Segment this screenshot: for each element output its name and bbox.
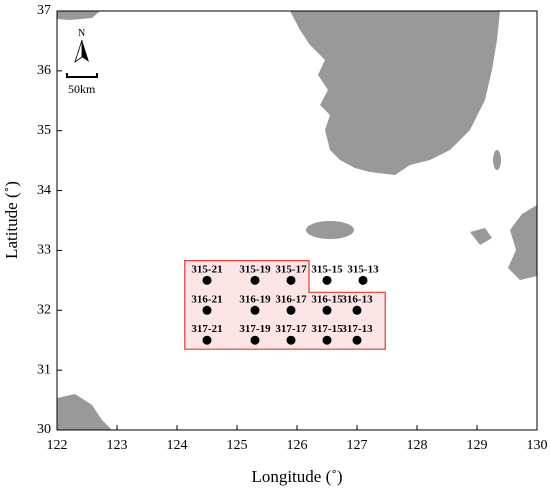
x-tick-label: 122: [47, 438, 68, 453]
y-tick-label: 30: [37, 422, 51, 437]
station: [322, 335, 332, 345]
jeju: [306, 221, 354, 239]
korea: [290, 11, 500, 175]
station: [352, 335, 362, 345]
arrow-left: [74, 39, 83, 64]
station: [286, 335, 296, 345]
station-label: 315-19: [239, 263, 271, 275]
station-label: 315-17: [275, 263, 307, 275]
y-tick-label: 33: [37, 243, 51, 258]
x-axis-title: Longitude (˚): [251, 467, 342, 486]
station-label: 316-19: [239, 293, 271, 305]
y-tick-label: 32: [37, 303, 51, 318]
station: [352, 305, 362, 315]
station: [286, 305, 296, 315]
y-tick-label: 35: [37, 123, 51, 138]
kyushu: [508, 205, 537, 280]
station-label: 315-21: [191, 263, 222, 275]
station-label: 315-15: [311, 263, 343, 275]
station: [202, 275, 212, 285]
station-label: 317-15: [311, 323, 343, 335]
station: [358, 275, 368, 285]
x-tick-label: 130: [527, 438, 548, 453]
station-label: 317-21: [191, 323, 222, 335]
station-label: 316-21: [191, 293, 222, 305]
y-tick-label: 36: [37, 63, 51, 78]
station: [322, 305, 332, 315]
tsushima: [493, 150, 501, 170]
station: [322, 275, 332, 285]
land: [57, 11, 537, 430]
station-label: 317-19: [239, 323, 271, 335]
station-label: 315-13: [347, 263, 379, 275]
station-label: 317-17: [275, 323, 307, 335]
china-north: [57, 11, 100, 20]
arrow-right: [82, 40, 89, 62]
study-area: [184, 260, 386, 350]
y-axis-title: Latitude (˚): [2, 181, 21, 259]
y-tick-label: 31: [37, 362, 51, 377]
station: [202, 305, 212, 315]
north-arrow: N 50km: [66, 28, 98, 96]
scale-label: 50km: [68, 82, 96, 96]
y-tick-label: 34: [37, 183, 51, 198]
station-label: 317-13: [341, 323, 373, 335]
x-tick-label: 124: [167, 438, 188, 453]
north-label: N: [78, 28, 85, 39]
station-label: 316-15: [311, 293, 343, 305]
x-tick-label: 125: [227, 438, 248, 453]
station: [250, 305, 260, 315]
station-label: 316-13: [341, 293, 373, 305]
station: [202, 335, 212, 345]
x-tick-label: 129: [467, 438, 488, 453]
station: [250, 275, 260, 285]
scale-bar: [66, 73, 98, 78]
x-tick-label: 128: [407, 438, 428, 453]
x-tick-label: 127: [347, 438, 368, 453]
china-south: [57, 394, 112, 430]
islands-east: [470, 228, 492, 245]
station-label: 316-17: [275, 293, 307, 305]
x-tick-label: 123: [107, 438, 128, 453]
station: [286, 275, 296, 285]
x-tick-label: 126: [287, 438, 308, 453]
station: [250, 335, 260, 345]
y-tick-label: 37: [37, 3, 51, 18]
